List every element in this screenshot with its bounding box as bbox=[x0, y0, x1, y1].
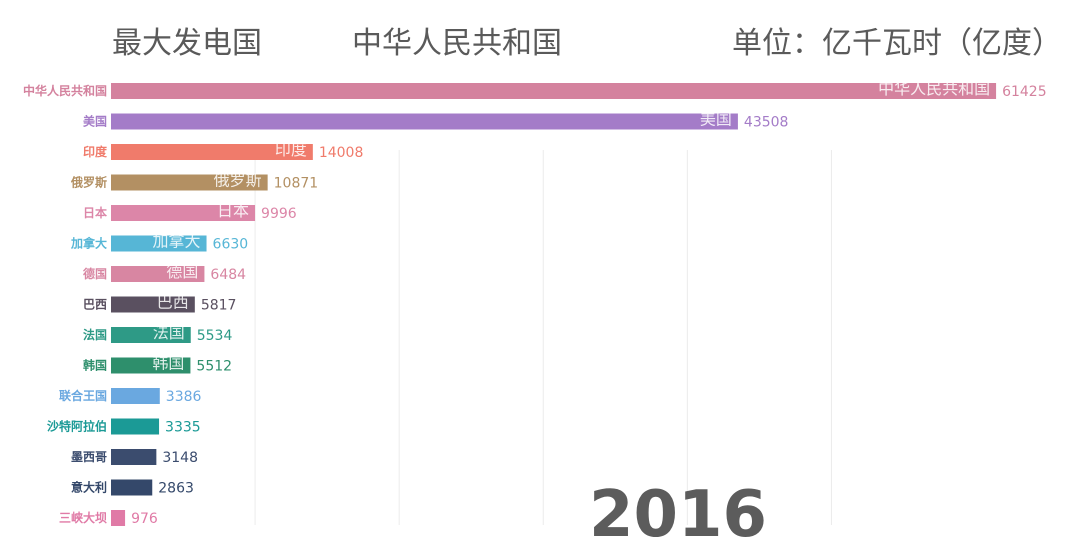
category-label: 意大利 bbox=[71, 480, 107, 495]
value-label: 61425 bbox=[1002, 84, 1047, 100]
value-label: 9996 bbox=[261, 206, 297, 222]
bar bbox=[111, 83, 997, 99]
bar bbox=[111, 479, 153, 496]
value-label: 3335 bbox=[165, 420, 201, 436]
value-label: 2863 bbox=[158, 481, 194, 497]
category-label: 印度 bbox=[83, 144, 108, 159]
bar-name-label: 中华人民共和国 bbox=[878, 79, 990, 98]
bar-name-label: 俄罗斯 bbox=[214, 171, 262, 190]
chart-title: 最大发电国 bbox=[112, 26, 262, 61]
value-label: 6630 bbox=[213, 237, 249, 253]
category-label: 日本 bbox=[83, 205, 107, 220]
bar bbox=[111, 205, 256, 221]
value-label: 3386 bbox=[166, 389, 202, 405]
leader-country: 中华人民共和国 bbox=[352, 26, 562, 61]
category-label: 沙特阿拉伯 bbox=[47, 419, 107, 434]
bar-name-label: 巴西 bbox=[157, 293, 189, 312]
bar bbox=[111, 235, 207, 252]
unit-label: 单位：亿千瓦时（亿度） bbox=[732, 26, 1062, 61]
bar bbox=[111, 357, 191, 374]
value-label: 10871 bbox=[274, 176, 319, 192]
category-label: 联合王国 bbox=[59, 388, 107, 403]
bar bbox=[111, 388, 160, 404]
bar-name-label: 印度 bbox=[275, 140, 307, 159]
bar-name-label: 韩国 bbox=[152, 354, 184, 373]
category-label: 韩国 bbox=[83, 358, 107, 373]
bar bbox=[111, 418, 160, 435]
category-label: 加拿大 bbox=[70, 236, 107, 251]
bar-name-label: 美国 bbox=[700, 110, 732, 129]
bar-name-label: 日本 bbox=[217, 201, 249, 220]
category-label: 德国 bbox=[83, 266, 107, 281]
bar bbox=[111, 144, 313, 160]
category-label: 俄罗斯 bbox=[70, 175, 107, 190]
value-label: 5817 bbox=[201, 298, 237, 314]
bar-name-label: 加拿大 bbox=[153, 232, 201, 251]
bar bbox=[111, 174, 268, 191]
bar bbox=[111, 266, 205, 282]
bar bbox=[111, 296, 195, 313]
value-label: 5534 bbox=[197, 328, 233, 344]
bar bbox=[111, 510, 126, 526]
category-label: 三峡大坝 bbox=[59, 510, 107, 525]
category-label: 墨西哥 bbox=[71, 450, 107, 464]
bar bbox=[111, 113, 738, 130]
value-label: 6484 bbox=[210, 267, 246, 283]
bar bbox=[111, 327, 191, 343]
category-label: 法国 bbox=[83, 327, 107, 342]
value-label: 43508 bbox=[744, 115, 789, 131]
category-label: 巴西 bbox=[83, 298, 107, 312]
category-label: 美国 bbox=[83, 114, 107, 129]
year-label: 2016 bbox=[589, 478, 767, 545]
grid-lines bbox=[254, 150, 832, 525]
value-label: 3148 bbox=[162, 450, 198, 466]
category-label: 中华人民共和国 bbox=[23, 83, 107, 98]
bar-name-label: 德国 bbox=[166, 262, 198, 281]
bar bbox=[111, 449, 157, 465]
bar-name-label: 法国 bbox=[153, 323, 185, 342]
bars: 中华人民共和国 中华人民共和国 61425 美国 美国 43508 印度 印度 14008 俄罗斯… bbox=[23, 79, 1047, 527]
value-label: 976 bbox=[131, 511, 158, 527]
value-label: 5512 bbox=[196, 359, 232, 375]
value-label: 14008 bbox=[319, 145, 364, 161]
